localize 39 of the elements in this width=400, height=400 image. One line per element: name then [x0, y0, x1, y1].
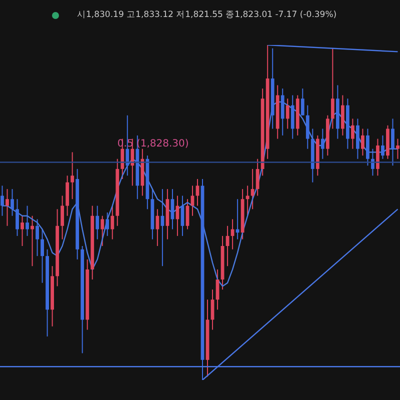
- candlestick: [70, 152, 74, 200]
- candlestick: [391, 118, 394, 166]
- text: 시1,830.19 고1,833.12 저1,821.55 종1,823.01 -7.17 (-0.39%): [77, 10, 337, 20]
- candlestick: [100, 215, 104, 246]
- candlestick: [396, 138, 400, 160]
- candlestick: [381, 134, 384, 160]
- candlestick: [196, 178, 200, 206]
- candlestick: [256, 158, 260, 196]
- candlestick: [10, 188, 14, 216]
- candlestick: [110, 205, 114, 240]
- candlestick: [130, 138, 134, 186]
- candlestick: [0, 185, 4, 216]
- candlestick: [26, 205, 29, 236]
- candlestick: [40, 228, 44, 284]
- candlestick: [250, 168, 254, 210]
- candlestick: [306, 104, 310, 150]
- candlestick: [60, 195, 64, 240]
- candlestick: [356, 118, 360, 160]
- candlestick: [366, 128, 370, 166]
- candlestick: [66, 175, 70, 216]
- candlestick: [20, 215, 24, 246]
- candlestick: [320, 128, 324, 160]
- candlestick: [280, 88, 284, 136]
- candlestick: [361, 128, 364, 156]
- candlestick: [340, 94, 344, 136]
- candlestick: [36, 218, 39, 257]
- candlestick: [6, 188, 9, 226]
- candlestick: [96, 205, 100, 240]
- candlestick: [330, 48, 334, 130]
- candlestick: [246, 185, 250, 216]
- candlestick: [156, 208, 160, 246]
- candlestick: [106, 212, 110, 236]
- candlestick: [286, 98, 290, 130]
- candlestick: [30, 215, 34, 267]
- candlestick: [350, 118, 354, 150]
- candlestick: [376, 138, 380, 176]
- candlestick: [290, 94, 294, 140]
- candlestick: [300, 88, 304, 116]
- candlestick: [16, 198, 19, 236]
